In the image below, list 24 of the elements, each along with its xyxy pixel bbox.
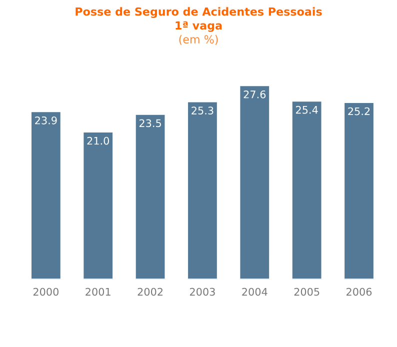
data-label: 27.6	[244, 90, 266, 98]
x-tick-label: 2001	[86, 288, 110, 296]
data-label: 23.5	[139, 119, 161, 128]
data-label: 25.3	[192, 106, 214, 114]
bar	[82, 131, 114, 280]
bar	[30, 110, 62, 280]
data-label: 21.0	[87, 136, 110, 145]
x-tick-label: 2004	[242, 288, 268, 296]
bar	[238, 84, 270, 280]
data-label: 25.4	[296, 106, 318, 114]
data-label: 23.9	[35, 116, 57, 124]
chart-title: Posse de Seguro de Acidentes Pessoais	[76, 7, 322, 18]
bar	[291, 100, 323, 280]
x-tick-label: 2002	[138, 288, 163, 296]
x-tick-label: 2003	[190, 288, 215, 296]
data-label: 25.2	[348, 107, 370, 116]
x-tick-label: 2006	[346, 288, 372, 296]
bar	[134, 114, 166, 280]
bar	[343, 102, 375, 280]
x-tick-label: 2005	[294, 288, 320, 296]
text: (em %)	[179, 34, 218, 45]
x-tick-label: 2000	[33, 288, 58, 296]
chart-subtitle: 1ª vaga	[176, 21, 222, 32]
bar	[186, 100, 218, 280]
